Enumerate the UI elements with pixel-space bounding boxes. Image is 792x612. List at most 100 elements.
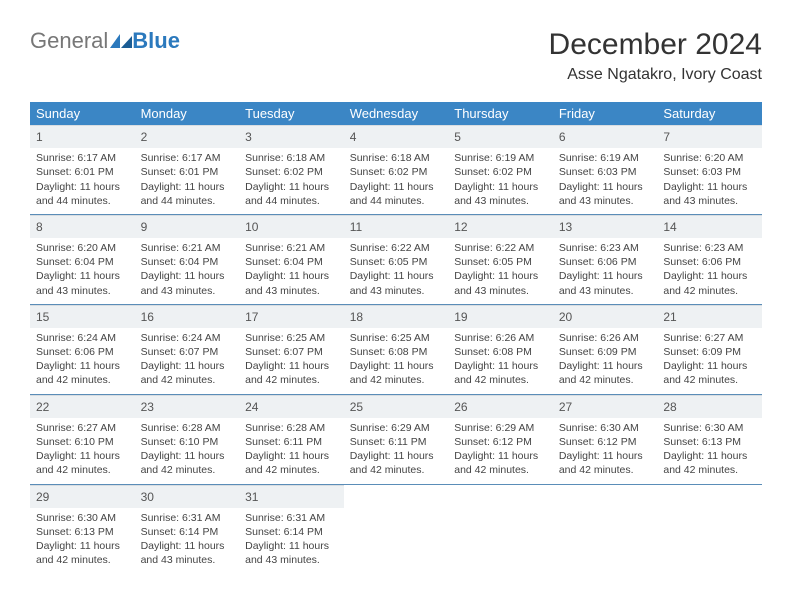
calendar-row: 8Sunrise: 6:20 AMSunset: 6:04 PMDaylight… — [30, 214, 762, 304]
day-content: Sunrise: 6:27 AMSunset: 6:10 PMDaylight:… — [30, 418, 135, 484]
sunrise-line: Sunrise: 6:29 AM — [350, 421, 443, 435]
sunrise-line: Sunrise: 6:22 AM — [350, 241, 443, 255]
day-number: 4 — [344, 125, 449, 148]
day-number: 28 — [657, 395, 762, 418]
sunset-line: Sunset: 6:12 PM — [454, 435, 547, 449]
weekday-header: Monday — [135, 102, 240, 125]
daylight-line: Daylight: 11 hours and 42 minutes. — [36, 359, 129, 387]
header: General Blue December 2024 Asse Ngatakro… — [30, 28, 762, 84]
calendar-cell: 19Sunrise: 6:26 AMSunset: 6:08 PMDayligh… — [448, 304, 553, 394]
sunset-line: Sunset: 6:08 PM — [350, 345, 443, 359]
empty-day — [657, 485, 762, 507]
calendar-cell: 26Sunrise: 6:29 AMSunset: 6:12 PMDayligh… — [448, 394, 553, 484]
calendar-cell: 24Sunrise: 6:28 AMSunset: 6:11 PMDayligh… — [239, 394, 344, 484]
day-number: 9 — [135, 215, 240, 238]
daylight-line: Daylight: 11 hours and 42 minutes. — [245, 449, 338, 477]
day-number: 3 — [239, 125, 344, 148]
empty-day — [553, 485, 658, 507]
day-number: 13 — [553, 215, 658, 238]
day-number: 7 — [657, 125, 762, 148]
day-content: Sunrise: 6:18 AMSunset: 6:02 PMDaylight:… — [344, 148, 449, 214]
day-number: 18 — [344, 305, 449, 328]
calendar-body: 1Sunrise: 6:17 AMSunset: 6:01 PMDaylight… — [30, 125, 762, 573]
day-content: Sunrise: 6:26 AMSunset: 6:08 PMDaylight:… — [448, 328, 553, 394]
day-content: Sunrise: 6:19 AMSunset: 6:02 PMDaylight:… — [448, 148, 553, 214]
day-number: 11 — [344, 215, 449, 238]
day-number: 26 — [448, 395, 553, 418]
daylight-line: Daylight: 11 hours and 44 minutes. — [141, 180, 234, 208]
daylight-line: Daylight: 11 hours and 43 minutes. — [663, 180, 756, 208]
daylight-line: Daylight: 11 hours and 42 minutes. — [454, 449, 547, 477]
day-number: 14 — [657, 215, 762, 238]
sunrise-line: Sunrise: 6:18 AM — [350, 151, 443, 165]
calendar-cell: 20Sunrise: 6:26 AMSunset: 6:09 PMDayligh… — [553, 304, 658, 394]
calendar-cell: 17Sunrise: 6:25 AMSunset: 6:07 PMDayligh… — [239, 304, 344, 394]
daylight-line: Daylight: 11 hours and 43 minutes. — [245, 539, 338, 567]
calendar-cell: 23Sunrise: 6:28 AMSunset: 6:10 PMDayligh… — [135, 394, 240, 484]
month-title: December 2024 — [549, 28, 762, 62]
daylight-line: Daylight: 11 hours and 42 minutes. — [663, 269, 756, 297]
day-content: Sunrise: 6:30 AMSunset: 6:13 PMDaylight:… — [30, 508, 135, 574]
sunrise-line: Sunrise: 6:20 AM — [663, 151, 756, 165]
sunset-line: Sunset: 6:08 PM — [454, 345, 547, 359]
day-number: 30 — [135, 485, 240, 508]
daylight-line: Daylight: 11 hours and 43 minutes. — [350, 269, 443, 297]
logo-text-blue: Blue — [132, 28, 180, 54]
sunset-line: Sunset: 6:02 PM — [454, 165, 547, 179]
day-number: 10 — [239, 215, 344, 238]
empty-day — [448, 485, 553, 507]
day-content: Sunrise: 6:31 AMSunset: 6:14 PMDaylight:… — [239, 508, 344, 574]
sunrise-line: Sunrise: 6:19 AM — [559, 151, 652, 165]
calendar-table: SundayMondayTuesdayWednesdayThursdayFrid… — [30, 102, 762, 573]
day-content: Sunrise: 6:22 AMSunset: 6:05 PMDaylight:… — [344, 238, 449, 304]
weekday-header: Tuesday — [239, 102, 344, 125]
daylight-line: Daylight: 11 hours and 42 minutes. — [245, 359, 338, 387]
sunset-line: Sunset: 6:04 PM — [141, 255, 234, 269]
sunset-line: Sunset: 6:06 PM — [36, 345, 129, 359]
sunset-line: Sunset: 6:03 PM — [559, 165, 652, 179]
weekday-header: Thursday — [448, 102, 553, 125]
sunset-line: Sunset: 6:11 PM — [245, 435, 338, 449]
day-content: Sunrise: 6:17 AMSunset: 6:01 PMDaylight:… — [135, 148, 240, 214]
daylight-line: Daylight: 11 hours and 42 minutes. — [454, 359, 547, 387]
day-number: 23 — [135, 395, 240, 418]
day-content: Sunrise: 6:17 AMSunset: 6:01 PMDaylight:… — [30, 148, 135, 214]
weekday-header: Friday — [553, 102, 658, 125]
day-content: Sunrise: 6:25 AMSunset: 6:07 PMDaylight:… — [239, 328, 344, 394]
day-content: Sunrise: 6:28 AMSunset: 6:10 PMDaylight:… — [135, 418, 240, 484]
sunrise-line: Sunrise: 6:24 AM — [36, 331, 129, 345]
day-content: Sunrise: 6:24 AMSunset: 6:06 PMDaylight:… — [30, 328, 135, 394]
day-number: 20 — [553, 305, 658, 328]
calendar-cell: 2Sunrise: 6:17 AMSunset: 6:01 PMDaylight… — [135, 125, 240, 214]
sunset-line: Sunset: 6:14 PM — [245, 525, 338, 539]
sunrise-line: Sunrise: 6:21 AM — [141, 241, 234, 255]
day-number: 29 — [30, 485, 135, 508]
sunrise-line: Sunrise: 6:17 AM — [36, 151, 129, 165]
sunrise-line: Sunrise: 6:20 AM — [36, 241, 129, 255]
sunset-line: Sunset: 6:01 PM — [141, 165, 234, 179]
logo-icon — [110, 28, 132, 54]
day-content: Sunrise: 6:27 AMSunset: 6:09 PMDaylight:… — [657, 328, 762, 394]
daylight-line: Daylight: 11 hours and 43 minutes. — [559, 269, 652, 297]
sunset-line: Sunset: 6:02 PM — [350, 165, 443, 179]
calendar-cell: 29Sunrise: 6:30 AMSunset: 6:13 PMDayligh… — [30, 484, 135, 573]
calendar-cell: 1Sunrise: 6:17 AMSunset: 6:01 PMDaylight… — [30, 125, 135, 214]
daylight-line: Daylight: 11 hours and 43 minutes. — [141, 539, 234, 567]
day-content: Sunrise: 6:30 AMSunset: 6:13 PMDaylight:… — [657, 418, 762, 484]
calendar-cell: 14Sunrise: 6:23 AMSunset: 6:06 PMDayligh… — [657, 214, 762, 304]
calendar-row: 15Sunrise: 6:24 AMSunset: 6:06 PMDayligh… — [30, 304, 762, 394]
sunset-line: Sunset: 6:04 PM — [36, 255, 129, 269]
day-number: 12 — [448, 215, 553, 238]
calendar-cell: 28Sunrise: 6:30 AMSunset: 6:13 PMDayligh… — [657, 394, 762, 484]
calendar-row: 29Sunrise: 6:30 AMSunset: 6:13 PMDayligh… — [30, 484, 762, 573]
day-content: Sunrise: 6:20 AMSunset: 6:04 PMDaylight:… — [30, 238, 135, 304]
calendar-cell: 8Sunrise: 6:20 AMSunset: 6:04 PMDaylight… — [30, 214, 135, 304]
calendar-row: 1Sunrise: 6:17 AMSunset: 6:01 PMDaylight… — [30, 125, 762, 214]
day-content: Sunrise: 6:25 AMSunset: 6:08 PMDaylight:… — [344, 328, 449, 394]
sunrise-line: Sunrise: 6:25 AM — [245, 331, 338, 345]
calendar-cell: 15Sunrise: 6:24 AMSunset: 6:06 PMDayligh… — [30, 304, 135, 394]
calendar-cell — [344, 484, 449, 573]
sunrise-line: Sunrise: 6:21 AM — [245, 241, 338, 255]
logo: General Blue — [30, 28, 180, 54]
calendar-cell: 31Sunrise: 6:31 AMSunset: 6:14 PMDayligh… — [239, 484, 344, 573]
